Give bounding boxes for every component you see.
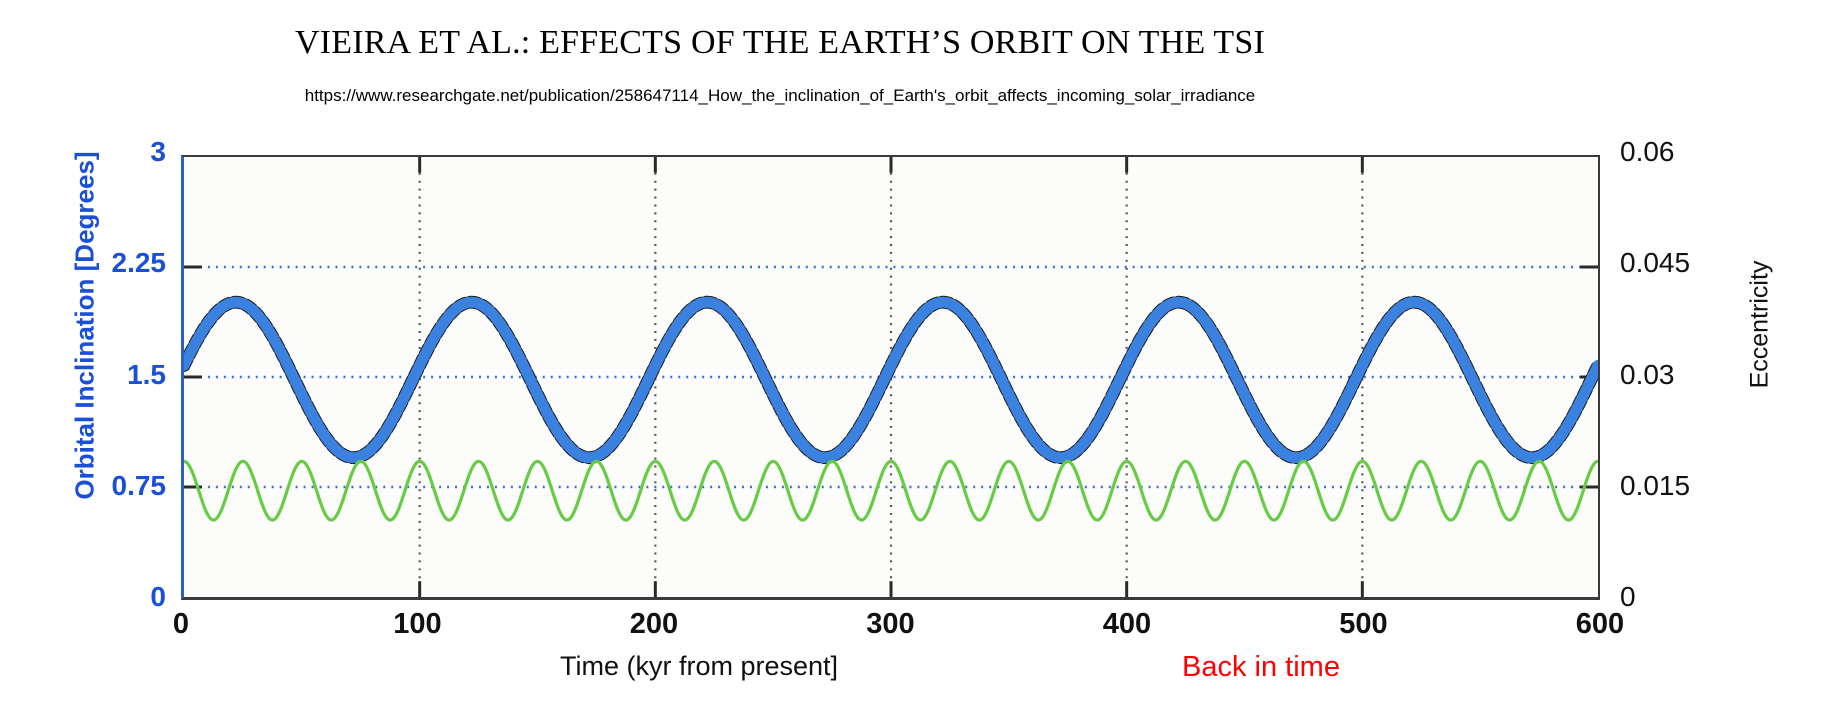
back-in-time-annotation: Back in time: [1182, 651, 1340, 683]
x-axis-tick-300: 300: [866, 608, 915, 640]
y-axis-left-tick-1-5: 1.5: [127, 358, 166, 390]
orbital-inclination-curve: [184, 296, 1598, 464]
y-axis-left-tick-3: 3: [150, 136, 166, 167]
x-axis-tick-600: 600: [1575, 608, 1625, 640]
plot-svg: [184, 157, 1598, 597]
page-title: VIEIRA ET AL.: EFFECTS OF THE EARTH’S OR…: [295, 24, 1265, 61]
x-axis-title: Time (kyr from present]: [560, 651, 839, 681]
y-axis-right-tick-0: 0: [1620, 581, 1636, 612]
y-axis-right-tick-0-03: 0.03: [1620, 358, 1675, 390]
x-axis-tick-200: 200: [629, 608, 679, 640]
y-axis-left-tick-0-75: 0.75: [111, 469, 167, 501]
y-axis-right-title: Eccentricity: [1745, 260, 1774, 389]
y-axis-right-tick-0-015: 0.015: [1620, 469, 1691, 501]
x-axis-tick-500: 500: [1339, 608, 1388, 640]
y-axis-left-tick-2-25: 2.25: [111, 247, 167, 279]
source-url-caption: https://www.researchgate.net/publication…: [304, 86, 1256, 105]
y-axis-right-tick-0-06: 0.06: [1620, 136, 1675, 167]
eccentricity-curve: [184, 459, 1598, 522]
plot-area: [181, 155, 1600, 600]
y-axis-left-tick-0: 0: [150, 581, 166, 612]
x-axis-tick-400: 400: [1102, 608, 1152, 640]
x-axis-tick-100: 100: [393, 608, 442, 640]
x-axis-tick-0: 0: [172, 608, 190, 640]
y-axis-right-tick-0-045: 0.045: [1620, 247, 1691, 279]
